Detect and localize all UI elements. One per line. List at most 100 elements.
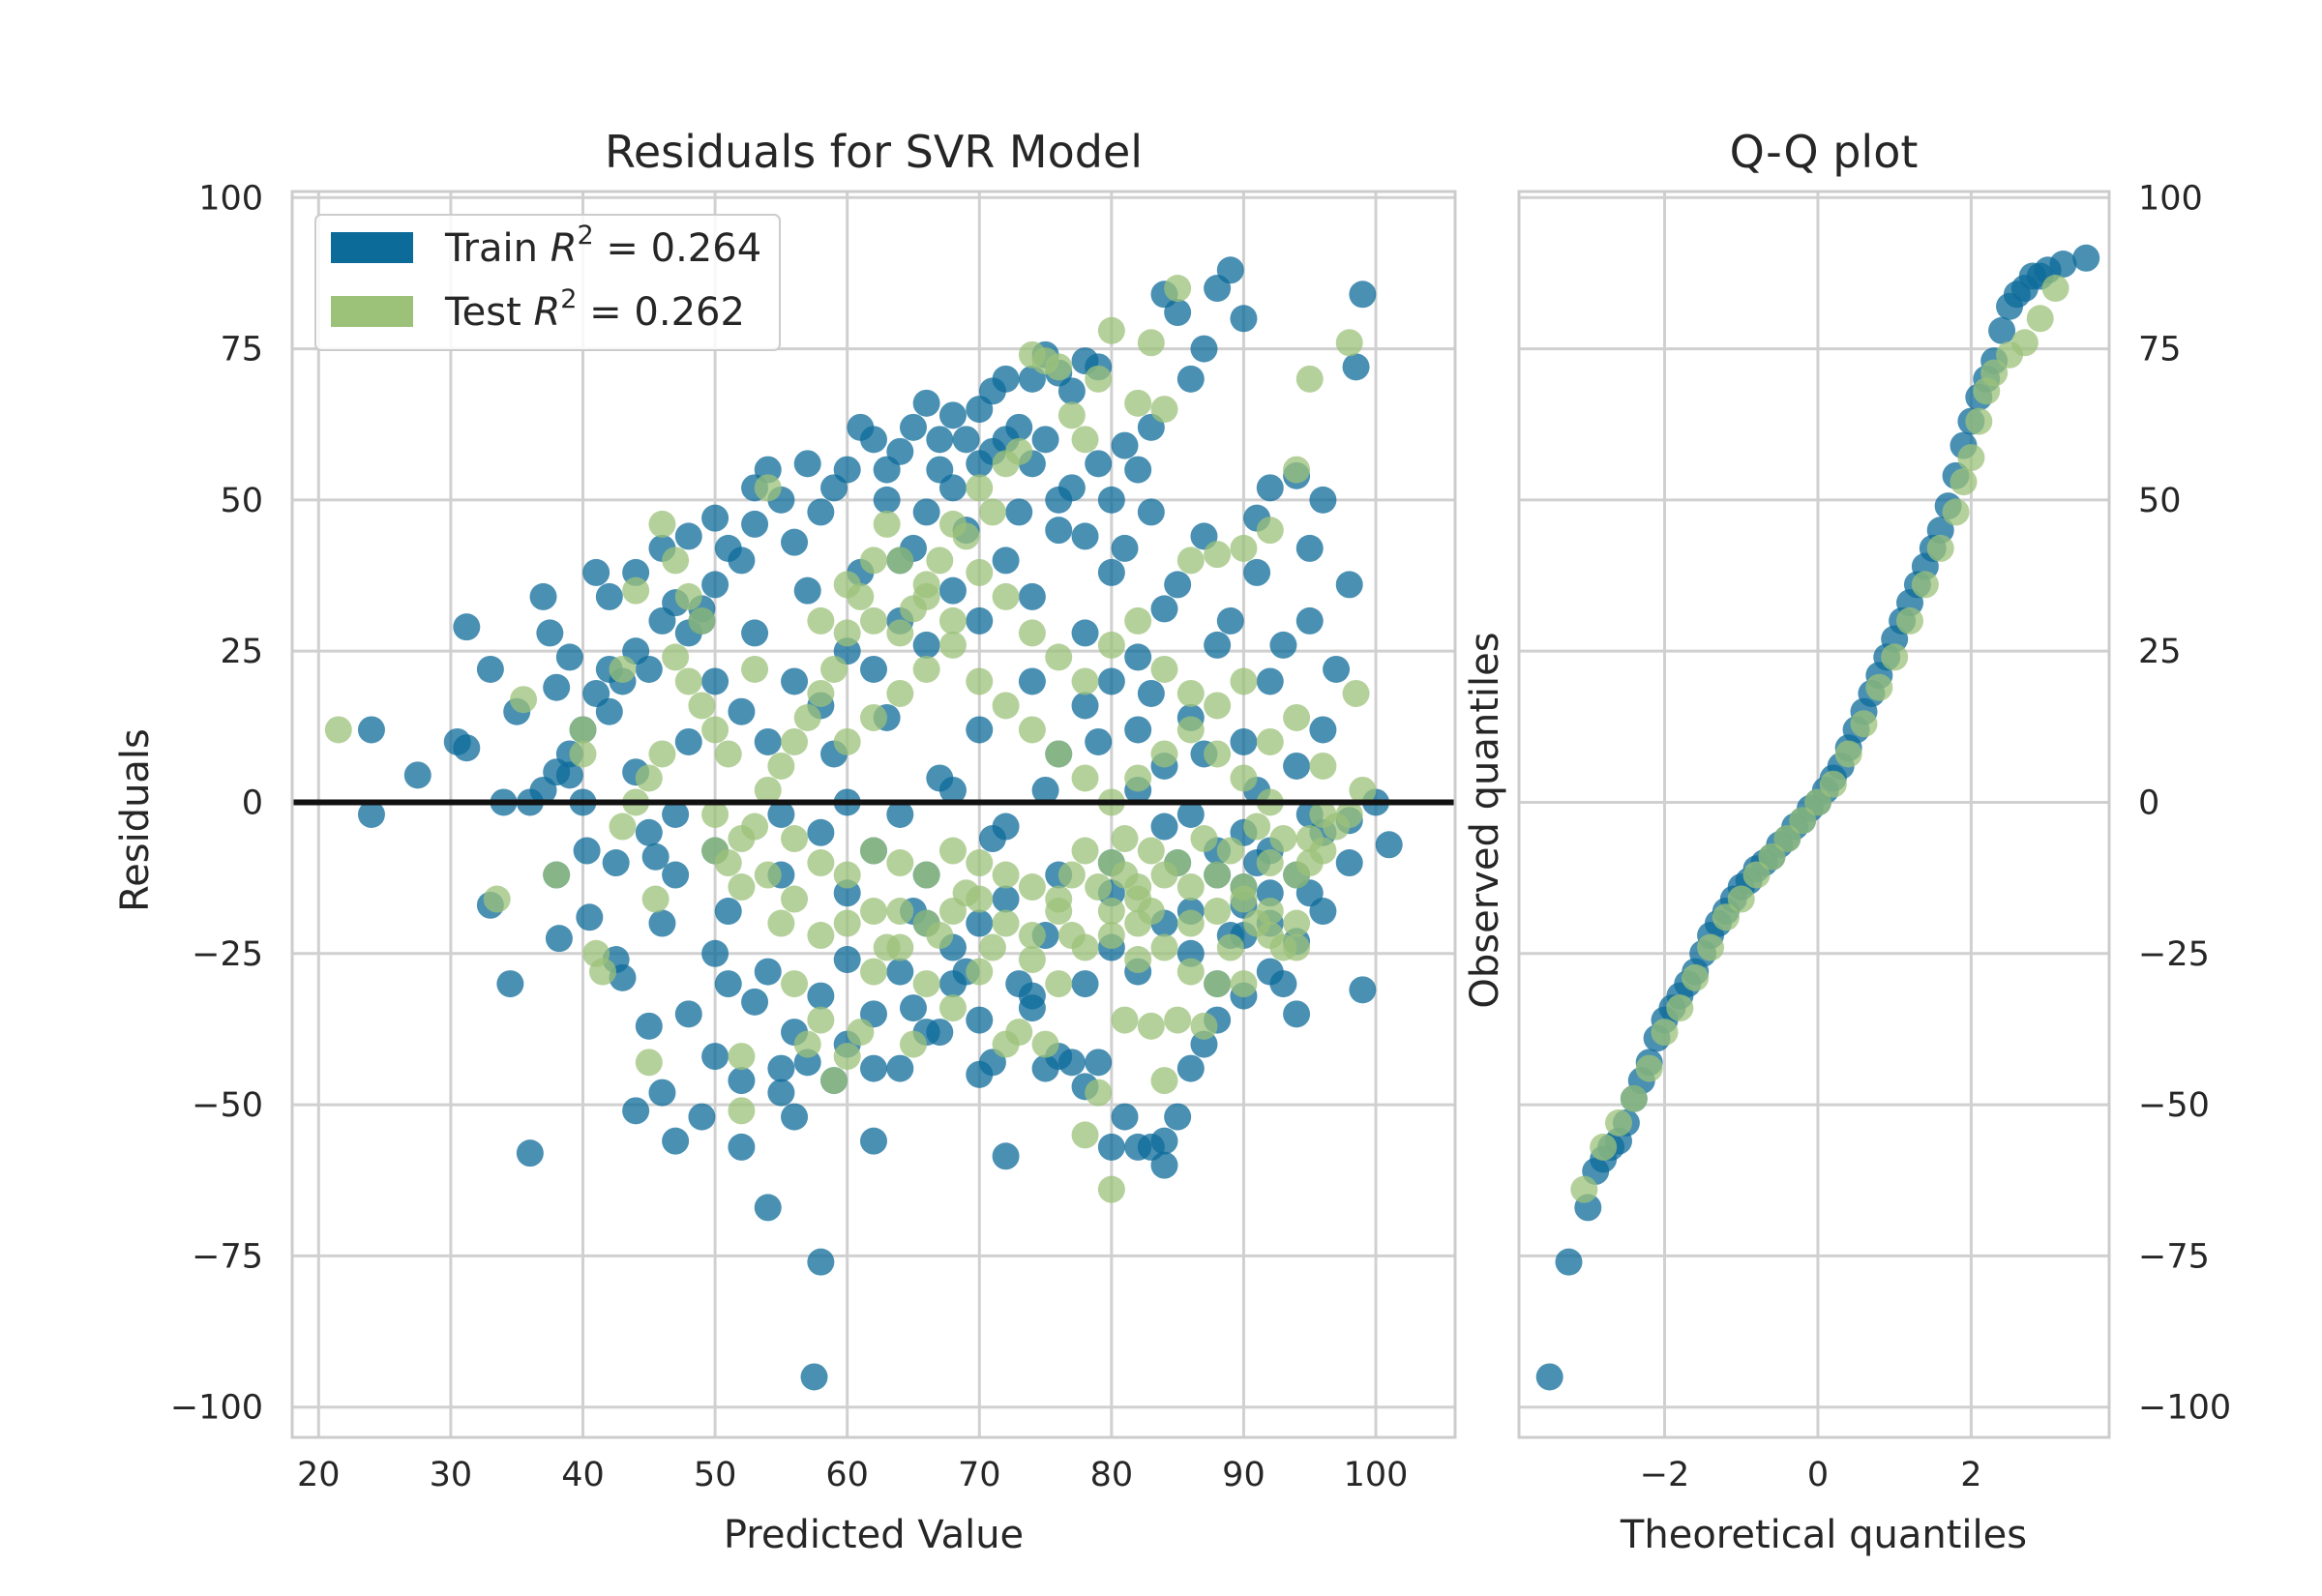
res-test-point: [1204, 740, 1232, 768]
res-train-point: [1323, 655, 1351, 683]
res-test-point: [966, 885, 994, 913]
res-train-point: [886, 1054, 914, 1082]
res-train-point: [767, 1054, 795, 1082]
res-test-point: [833, 619, 861, 647]
res-train-point: [728, 697, 756, 725]
residuals-chart-title: Residuals for SVR Model: [605, 126, 1143, 178]
res-test-point: [912, 582, 940, 610]
res-test-point: [966, 474, 994, 502]
res-test-point: [728, 825, 756, 853]
res-train-point: [1018, 994, 1046, 1022]
res-train-point: [938, 401, 967, 429]
res-test-point: [886, 849, 914, 877]
res-train-point: [357, 801, 385, 828]
res-train-point: [1309, 898, 1337, 926]
res-test-point: [966, 667, 994, 695]
res-test-point: [807, 1006, 835, 1034]
qq-test-point: [1758, 842, 1786, 871]
res-train-point: [648, 1079, 676, 1107]
res-train-point: [1124, 456, 1152, 484]
res-train-point: [966, 1006, 994, 1034]
res-test-point: [1335, 329, 1363, 357]
res-train-point: [781, 1103, 809, 1131]
res-test-point: [938, 510, 967, 538]
res-test-point: [728, 1043, 756, 1071]
res-train-point: [1230, 305, 1258, 333]
res-test-point: [609, 813, 637, 841]
res-train-point: [576, 903, 604, 931]
res-train-point: [873, 456, 901, 484]
res-train-point: [1256, 958, 1284, 986]
res-test-point: [899, 1030, 927, 1058]
res-train-point: [1256, 667, 1284, 695]
res-test-point: [992, 861, 1020, 889]
res-test-point: [833, 571, 861, 599]
res-train-point: [714, 534, 742, 562]
res-test-point: [483, 885, 511, 913]
res-y-tick-label: −25: [192, 935, 263, 974]
res-train-point: [873, 486, 901, 514]
res-train-point: [516, 1139, 544, 1167]
res-train-point: [807, 498, 835, 526]
res-train-point: [1057, 1049, 1086, 1077]
res-train-point: [1071, 970, 1099, 998]
qq-test-point: [1789, 807, 1817, 835]
res-test-point: [767, 752, 795, 780]
res-test-point: [1283, 456, 1311, 484]
res-test-point: [728, 873, 756, 901]
res-train-point: [1085, 450, 1113, 478]
res-test-point: [1124, 389, 1152, 417]
qq-y-tick-label: 100: [2138, 179, 2203, 218]
res-train-point: [1045, 486, 1073, 514]
res-test-point: [635, 1049, 663, 1077]
res-train-point: [1097, 558, 1125, 586]
res-test-point: [1045, 898, 1073, 926]
legend-test-math: R: [533, 290, 560, 335]
res-train-point: [800, 1363, 828, 1391]
res-test-point: [701, 716, 729, 744]
res-test-point: [1124, 946, 1152, 974]
res-train-point: [938, 474, 967, 502]
res-test-point: [1071, 1121, 1099, 1149]
res-test-point: [543, 861, 571, 889]
res-test-point: [1057, 401, 1086, 429]
res-test-point: [1097, 898, 1125, 926]
res-test-point: [860, 703, 887, 731]
res-train-point: [1031, 776, 1059, 804]
res-test-point: [1045, 970, 1073, 998]
res-test-point: [569, 740, 597, 768]
res-train-point: [1124, 643, 1152, 671]
res-train-point: [754, 727, 782, 755]
res-test-point: [1150, 740, 1178, 768]
res-train-point: [741, 510, 769, 538]
qq-test-point: [1819, 770, 1847, 798]
qq-train-point: [2072, 244, 2100, 272]
res-test-point: [992, 692, 1020, 720]
res-test-point: [860, 958, 887, 986]
qq-axes-frame: [1517, 190, 2111, 1439]
res-test-point: [1071, 933, 1099, 961]
res-train-point: [860, 1054, 887, 1082]
res-train-point: [1204, 631, 1232, 659]
res-test-point: [1164, 849, 1192, 877]
res-test-point: [833, 909, 861, 937]
res-train-point: [793, 450, 821, 478]
res-test-point: [807, 849, 835, 877]
res-test-point: [741, 655, 769, 683]
res-test-point: [860, 606, 887, 635]
res-train-point: [926, 426, 954, 454]
res-x-tick-label: 60: [825, 1456, 869, 1494]
res-test-point: [1071, 426, 1099, 454]
res-y-tick-label: 25: [220, 633, 263, 671]
res-test-point: [588, 958, 616, 986]
qq-y-tick-label: −25: [2138, 935, 2210, 974]
res-train-point: [1335, 571, 1363, 599]
res-train-point: [728, 1067, 756, 1095]
res-train-point: [714, 898, 742, 926]
res-train-point: [595, 582, 623, 610]
res-x-tick-label: 50: [694, 1456, 737, 1494]
res-train-point: [807, 1248, 835, 1276]
qq-test-point: [1570, 1175, 1598, 1203]
res-train-point: [966, 606, 994, 635]
res-test-point: [1349, 776, 1377, 804]
